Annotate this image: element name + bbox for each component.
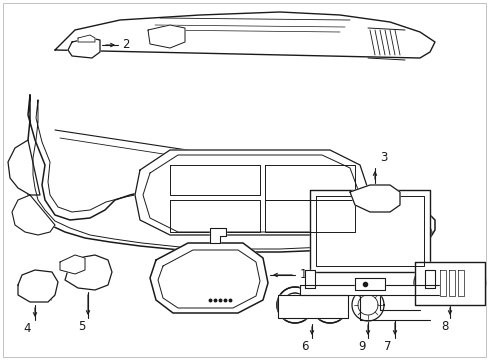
Polygon shape [150, 243, 267, 313]
Polygon shape [299, 285, 439, 295]
Polygon shape [278, 295, 347, 318]
Text: 2: 2 [122, 39, 129, 51]
Polygon shape [349, 185, 399, 212]
Polygon shape [25, 95, 434, 252]
Text: 8: 8 [440, 320, 448, 333]
Polygon shape [8, 140, 40, 195]
Polygon shape [448, 270, 454, 296]
Polygon shape [439, 270, 445, 296]
Polygon shape [135, 150, 369, 235]
Polygon shape [18, 270, 58, 302]
Polygon shape [424, 270, 434, 288]
Polygon shape [65, 255, 112, 290]
Text: 4: 4 [23, 321, 31, 334]
Text: 9: 9 [358, 339, 365, 352]
Polygon shape [354, 278, 384, 290]
Polygon shape [68, 38, 100, 58]
Text: 7: 7 [384, 339, 391, 352]
Polygon shape [309, 190, 429, 272]
Text: 5: 5 [78, 320, 85, 333]
Polygon shape [12, 195, 55, 235]
Polygon shape [305, 270, 314, 288]
Polygon shape [60, 255, 85, 274]
Polygon shape [414, 262, 484, 305]
Text: 1: 1 [299, 269, 307, 282]
Polygon shape [457, 270, 463, 296]
Polygon shape [209, 228, 225, 243]
Text: 3: 3 [379, 152, 386, 165]
Polygon shape [148, 25, 184, 48]
Text: 6: 6 [301, 339, 308, 352]
Polygon shape [78, 35, 95, 42]
